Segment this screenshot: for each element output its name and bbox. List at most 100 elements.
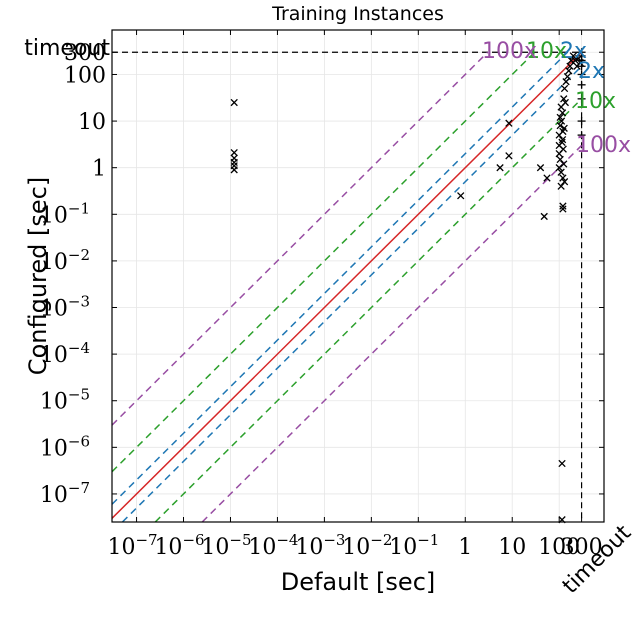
y-tick-label: 100 [64, 63, 106, 88]
data-point-x-stroke [560, 95, 568, 103]
y-tick-label: 10−6 [40, 432, 90, 461]
x-tick-label-base: 300 [561, 535, 603, 560]
x-tick-label-base: 10 [342, 535, 370, 560]
reference-line-10x [154, 98, 583, 523]
y-tick-label-base: 1 [92, 157, 106, 182]
data-point-x [565, 67, 573, 75]
reference-line-2x [121, 65, 583, 523]
x-tick-label-base: 10 [389, 535, 417, 560]
timeout-y-label: timeout [24, 36, 110, 61]
data-point-x-stroke [496, 164, 504, 172]
y-tick-label-base: 10 [40, 483, 68, 508]
y-tick-label-exponent: −6 [68, 432, 90, 450]
x-tick-label-base: 10 [201, 535, 229, 560]
data-point-x-stroke [556, 121, 564, 130]
grid [112, 30, 604, 522]
x-tick-label-exponent: −1 [417, 531, 439, 549]
data-point-x-stroke [560, 160, 568, 168]
data-point-x-stroke [559, 202, 567, 210]
y-tick-label-exponent: −2 [68, 246, 90, 264]
data-point-x [505, 119, 513, 127]
y-tick-label: 10−3 [40, 293, 90, 322]
data-point-x [505, 152, 513, 160]
data-point-x [558, 138, 566, 146]
data-point-x [556, 121, 564, 130]
y-tick-label-base: 100 [64, 63, 106, 88]
data-point-x-stroke [559, 145, 567, 153]
y-tick-label: 300 [64, 41, 106, 66]
data-point-plus [577, 117, 586, 126]
data-point-x-stroke [505, 152, 513, 160]
y-tick-label-exponent: −1 [68, 199, 90, 217]
y-axis-label: Configured [sec] [24, 177, 52, 375]
data-point-x [557, 182, 565, 190]
data-point-x [559, 205, 567, 213]
reference-lines [111, 51, 583, 523]
data-point-x-stroke [457, 192, 465, 200]
data-point-x-stroke [561, 98, 569, 107]
data-point-x [563, 72, 572, 81]
x-tick-label: 10−6 [154, 531, 204, 560]
data-point-x-stroke [558, 138, 566, 146]
data-point-x [230, 98, 238, 107]
x-tick-label-base: 10 [498, 535, 526, 560]
data-point-x-stroke [505, 119, 513, 127]
data-point-x [562, 78, 570, 86]
x-tick-label: 300 [561, 535, 603, 560]
data-point-x-stroke [557, 168, 565, 176]
data-point-x [566, 62, 574, 70]
y-tick-label: 10−5 [40, 386, 90, 415]
data-point-x [560, 95, 568, 103]
data-point-x-stroke [558, 109, 567, 117]
data-point-x [558, 135, 567, 144]
y-tick-label: 1 [92, 157, 106, 182]
x-tick-label: 1 [458, 535, 472, 560]
y-tick-label-base: 10 [40, 343, 68, 368]
line-annotation-2x: 2x [578, 59, 605, 84]
y-tick-label: 10−2 [40, 246, 90, 275]
data-point-plus [577, 80, 586, 89]
x-tick-label-base: 10 [107, 535, 135, 560]
reference-line-100x [201, 144, 583, 523]
data-point-plus [577, 94, 586, 103]
x-tick-label-exponent: −6 [182, 531, 204, 549]
x-tick-label: 10−4 [248, 531, 298, 560]
data-point-x [543, 174, 551, 182]
y-tick-label-exponent: −7 [68, 479, 90, 497]
chart-title: Training Instances [271, 3, 444, 25]
data-point-x [540, 212, 548, 221]
y-tick-label: 10 [78, 110, 106, 135]
line-annotation-10x: 10x [526, 39, 567, 64]
data-point-x-stroke [540, 212, 548, 221]
y-tick-label-exponent: −5 [68, 386, 90, 404]
y-tick-label: 10−1 [40, 199, 90, 228]
ticks: 10−710−610−510−410−310−210−1 1 10 10030010−… [40, 30, 604, 560]
y-tick-label-base: 300 [64, 41, 106, 66]
x-tick-label: 10−7 [107, 531, 157, 560]
reference-line-100x [111, 51, 489, 426]
data-point-x [557, 117, 566, 125]
x-tick-label: 10−3 [295, 531, 345, 560]
data-point-x [560, 124, 568, 132]
data-point-x-stroke [560, 124, 568, 132]
data-point-x-stroke [569, 52, 577, 60]
data-point-x [496, 164, 504, 172]
data-point-x [560, 178, 569, 186]
reference-line-2x [111, 51, 568, 505]
x-tick-label-exponent: −4 [276, 531, 298, 549]
data-point-x-stroke [556, 113, 564, 122]
y-tick-label-exponent: −4 [68, 339, 90, 357]
data-point-x-stroke [536, 164, 545, 172]
data-point-x [457, 192, 465, 200]
data-point-x-stroke [230, 98, 238, 107]
data-point-x [560, 84, 569, 93]
x-tick-label-base: 1 [458, 535, 472, 560]
data-point-x [559, 202, 567, 210]
data-point-x [230, 158, 238, 167]
x-tick-label-exponent: −5 [229, 531, 251, 549]
data-point-x-stroke [562, 78, 570, 86]
data-point-x-stroke [557, 182, 565, 190]
y-tick-label-base: 10 [40, 203, 68, 228]
